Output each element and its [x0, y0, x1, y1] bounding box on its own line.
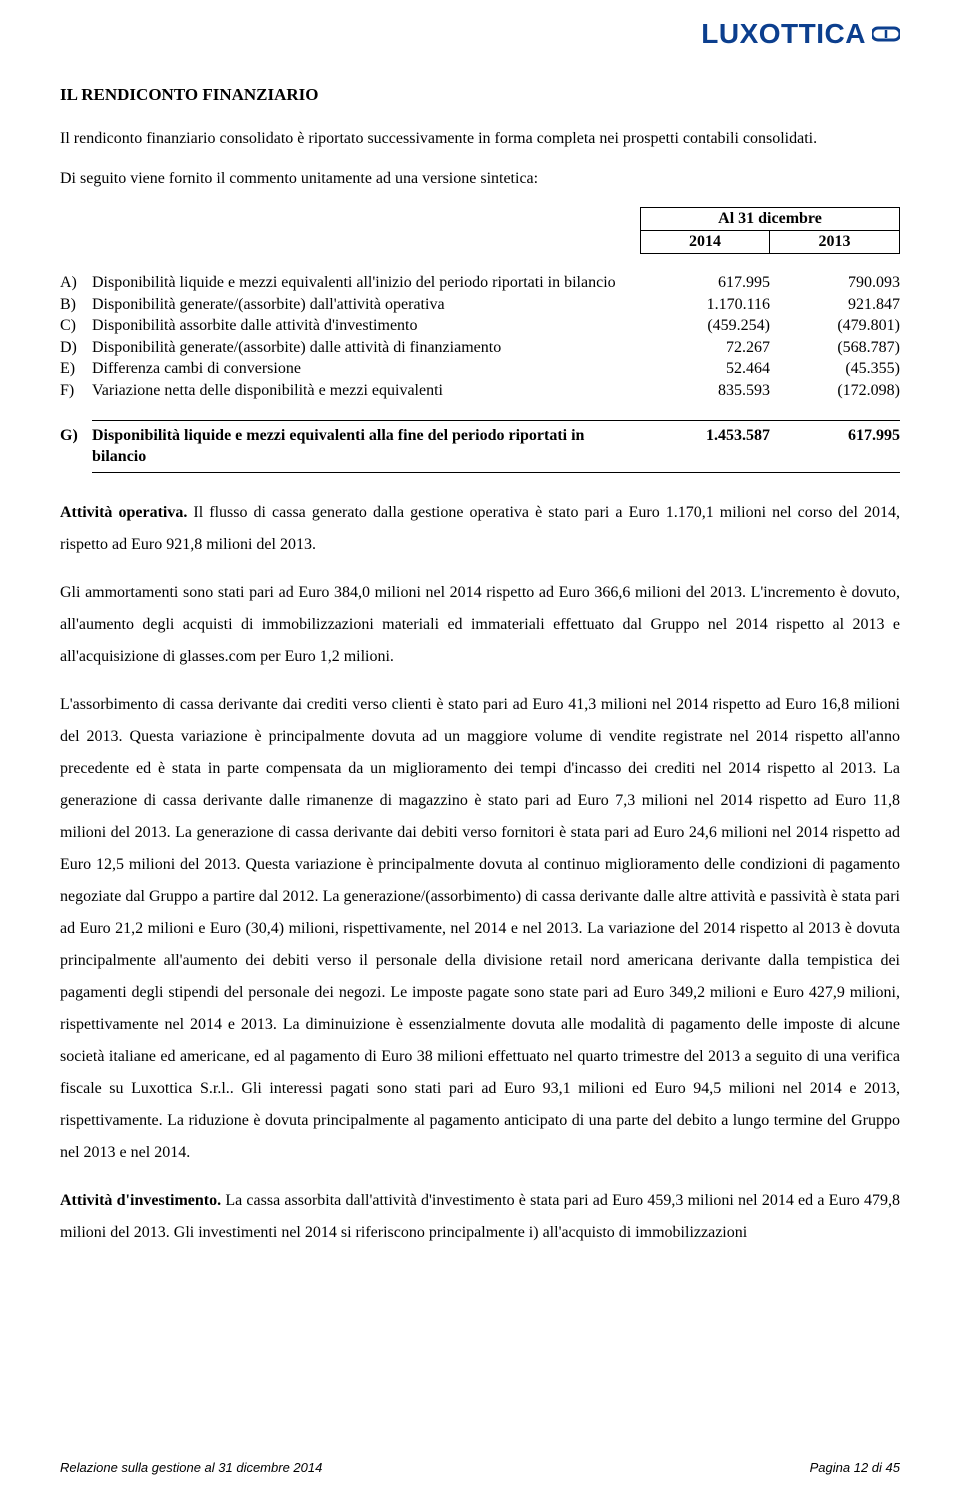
summary-letter: G) [60, 425, 92, 447]
section-title: IL RENDICONTO FINANZIARIO [60, 85, 900, 105]
page-footer: Relazione sulla gestione al 31 dicembre … [60, 1460, 900, 1475]
row-v2: 790.093 [770, 272, 900, 294]
row-desc: Disponibilità assorbite dalle attività d… [92, 315, 640, 337]
table-header-title: Al 31 dicembre [640, 207, 900, 231]
table-row: E)Differenza cambi di conversione52.464(… [60, 358, 900, 380]
paragraph-cash-absorption: L'assorbimento di cassa derivante dai cr… [60, 689, 900, 1169]
table-header-year2: 2013 [770, 231, 899, 253]
row-v2: (568.787) [770, 337, 900, 359]
row-desc: Disponibilità generate/(assorbite) dalle… [92, 337, 640, 359]
company-logo: LUXOTTICA [701, 18, 900, 50]
row-letter: F) [60, 380, 92, 402]
row-letter: D) [60, 337, 92, 359]
paragraph-investing: Attività d'investimento. La cassa assorb… [60, 1185, 900, 1249]
row-v1: 617.995 [640, 272, 770, 294]
row-desc: Differenza cambi di conversione [92, 358, 640, 380]
table-row: C)Disponibilità assorbite dalle attività… [60, 315, 900, 337]
table-body: A)Disponibilità liquide e mezzi equivale… [60, 272, 900, 402]
summary-v2: 617.995 [770, 425, 900, 447]
row-letter: A) [60, 272, 92, 294]
table-row: F)Variazione netta delle disponibilità e… [60, 380, 900, 402]
table-row: B)Disponibilità generate/(assorbite) dal… [60, 294, 900, 316]
row-v2: (172.098) [770, 380, 900, 402]
document-page: LUXOTTICA IL RENDICONTO FINANZIARIO Il r… [0, 0, 960, 1495]
logo-text: LUXOTTICA [701, 18, 866, 50]
row-v2: (479.801) [770, 315, 900, 337]
row-letter: E) [60, 358, 92, 380]
paragraph-operating: Attività operativa. Il flusso di cassa g… [60, 497, 900, 561]
intro-paragraph-1: Il rendiconto finanziario consolidato è … [60, 127, 900, 151]
row-v1: (459.254) [640, 315, 770, 337]
table-row: D)Disponibilità generate/(assorbite) dal… [60, 337, 900, 359]
footer-right: Pagina 12 di 45 [810, 1460, 900, 1475]
summary-v1: 1.453.587 [640, 425, 770, 447]
row-desc: Variazione netta delle disponibilità e m… [92, 380, 640, 402]
row-v2: 921.847 [770, 294, 900, 316]
row-v1: 835.593 [640, 380, 770, 402]
footer-left: Relazione sulla gestione al 31 dicembre … [60, 1460, 322, 1475]
table-header-year1: 2014 [641, 231, 770, 253]
cashflow-table: Al 31 dicembre 2014 2013 A)Disponibilità… [60, 207, 900, 473]
row-v2: (45.355) [770, 358, 900, 380]
row-letter: B) [60, 294, 92, 316]
row-letter: C) [60, 315, 92, 337]
paragraph-amortization: Gli ammortamenti sono stati pari ad Euro… [60, 577, 900, 673]
logo-icon [872, 20, 900, 48]
intro-paragraph-2: Di seguito viene fornito il commento uni… [60, 167, 900, 191]
table-summary: G) Disponibilità liquide e mezzi equival… [60, 420, 900, 473]
row-v1: 1.170.116 [640, 294, 770, 316]
row-v1: 52.464 [640, 358, 770, 380]
row-desc: Disponibilità generate/(assorbite) dall'… [92, 294, 640, 316]
row-v1: 72.267 [640, 337, 770, 359]
row-desc: Disponibilità liquide e mezzi equivalent… [92, 272, 640, 294]
table-header-box: Al 31 dicembre 2014 2013 [640, 207, 900, 254]
table-row: A)Disponibilità liquide e mezzi equivale… [60, 272, 900, 294]
p1-lead: Attività operativa. [60, 504, 187, 521]
summary-desc: Disponibilità liquide e mezzi equivalent… [92, 425, 640, 468]
p4-lead: Attività d'investimento. [60, 1192, 221, 1209]
